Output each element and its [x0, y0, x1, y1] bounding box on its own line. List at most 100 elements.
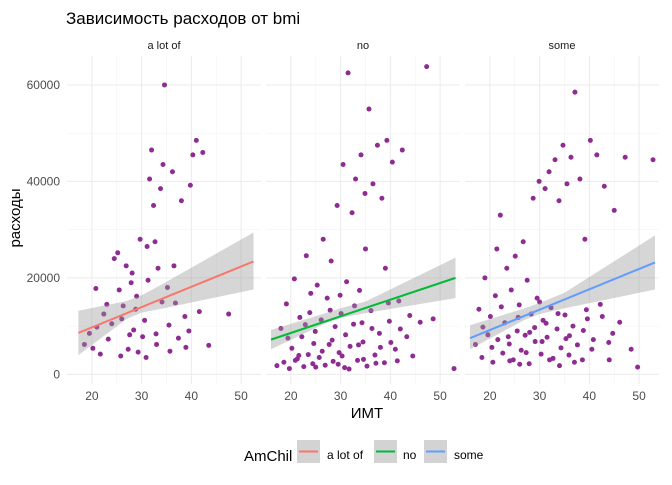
legend-item-label: some [454, 448, 484, 462]
data-point [635, 364, 641, 370]
x-tick-label: 50 [632, 389, 646, 403]
data-point [137, 236, 143, 242]
data-point [115, 250, 121, 256]
data-point [379, 195, 385, 201]
data-point [86, 330, 92, 336]
trend-line [78, 260, 254, 334]
data-point [587, 137, 593, 143]
data-point [118, 353, 124, 359]
data-point [311, 340, 317, 346]
data-point [574, 342, 580, 348]
data-point [119, 316, 125, 322]
data-point [583, 307, 589, 313]
data-point [572, 89, 578, 95]
data-point [303, 253, 309, 259]
data-point [314, 282, 320, 288]
data-point [340, 162, 346, 168]
data-point [285, 335, 291, 341]
data-point [370, 181, 376, 187]
data-point [373, 360, 379, 366]
data-point [90, 345, 96, 351]
data-point [494, 246, 500, 252]
data-point [430, 316, 436, 322]
data-point [622, 154, 628, 160]
data-point [490, 359, 496, 365]
data-point [330, 358, 336, 364]
data-point [495, 337, 501, 343]
x-tick-label: 50 [433, 389, 447, 403]
x-tick-label: 30 [533, 389, 547, 403]
data-point [504, 265, 510, 271]
data-point [372, 352, 378, 358]
data-point [299, 334, 305, 340]
data-point [151, 203, 157, 209]
data-point [302, 322, 308, 328]
data-point [160, 162, 166, 168]
data-point [169, 169, 175, 175]
data-point [171, 263, 177, 269]
x-tick-label: 40 [583, 389, 597, 403]
data-point [116, 287, 122, 293]
data-point [292, 357, 298, 363]
data-point [125, 346, 131, 352]
data-point [479, 354, 485, 360]
data-point [153, 331, 159, 337]
data-point [476, 306, 482, 312]
data-point [532, 325, 538, 331]
data-point [532, 339, 538, 345]
trend-line [270, 276, 456, 341]
data-point [568, 154, 574, 160]
data-point [344, 279, 350, 285]
data-point [544, 334, 550, 340]
data-point [155, 265, 161, 271]
data-point [196, 309, 202, 315]
data-point [111, 256, 117, 262]
data-point [187, 182, 193, 188]
data-point [562, 312, 568, 318]
data-point [594, 152, 600, 158]
data-point [566, 333, 572, 339]
data-point [335, 361, 341, 367]
x-tick-label: 50 [234, 389, 248, 403]
data-point [410, 353, 416, 359]
data-point [147, 176, 153, 182]
data-point [610, 330, 616, 336]
data-point [530, 195, 536, 201]
data-point [601, 183, 607, 189]
data-point [571, 359, 577, 365]
data-point [286, 366, 292, 372]
legend-item-label: a lot of [327, 448, 364, 462]
data-point [498, 304, 504, 310]
data-point [556, 198, 562, 204]
data-point [589, 346, 595, 352]
data-point [539, 339, 545, 345]
data-point [487, 313, 493, 319]
data-point [109, 321, 115, 327]
data-point [485, 332, 491, 338]
data-point [527, 329, 533, 335]
confidence-band [78, 232, 254, 356]
data-point [389, 159, 395, 165]
confidence-band [470, 235, 655, 350]
facet-label: no [357, 40, 369, 52]
data-point [289, 345, 295, 351]
data-point [381, 360, 387, 366]
data-point [167, 348, 173, 354]
data-point [142, 317, 148, 323]
data-point [522, 332, 528, 338]
data-point [489, 344, 495, 350]
data-point [134, 293, 140, 299]
data-point [81, 341, 87, 347]
facet-panels: a lot of 20 30 40 50 no 20 30 40 50 some 20 30 40 50 0 2… [27, 40, 659, 403]
data-point [520, 239, 526, 245]
data-point [543, 320, 549, 326]
data-point [296, 353, 302, 359]
data-point [560, 142, 566, 148]
data-point [182, 313, 188, 319]
data-point [120, 303, 126, 309]
data-point [131, 327, 137, 333]
data-point [149, 147, 155, 153]
y-tick-label: 60000 [27, 78, 61, 92]
data-point [396, 298, 402, 304]
data-point [327, 307, 333, 313]
